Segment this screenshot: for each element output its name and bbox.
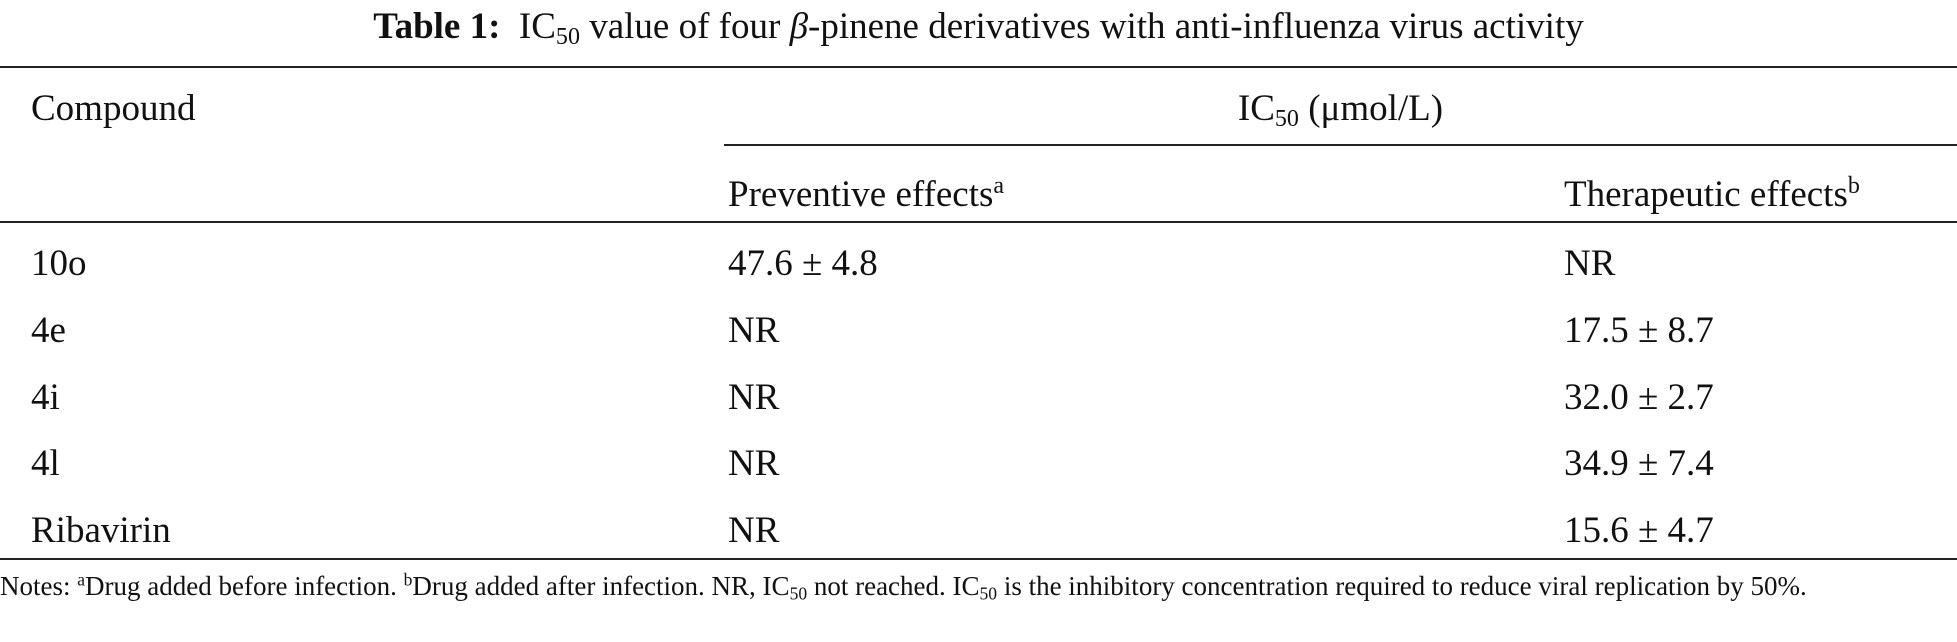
notes-text: not reached. IC [807,571,980,601]
notes-superscript: b [403,569,413,590]
value-cell: NR [728,510,780,552]
compound-cell: 4e [31,309,66,351]
header-text: IC [1237,88,1275,129]
header-rule [0,221,1957,223]
value-cell: NR [728,443,780,485]
header-superscript: a [993,172,1005,199]
header-subscript: 50 [1274,106,1299,132]
column-header: Preventive effectsa [728,172,1005,215]
title-subscript: 50 [555,24,580,50]
title-text: value of four [579,6,790,47]
title-text: -pinene derivatives with anti-influenza … [808,6,1584,47]
value-cell: NR [1564,243,1616,284]
notes-superscript: a [77,569,86,590]
group-header: IC50 (μmol/L) [728,88,1953,131]
compound-cell: 4l [31,443,60,485]
compound-cell: 10o [31,243,87,284]
header-text: Therapeutic effects [1564,174,1848,215]
group-rule [724,144,1957,146]
value-cell: NR [728,376,780,418]
notes-subscript: 50 [789,583,808,604]
title-text: IC [518,6,556,47]
compound-cell: 4i [31,376,60,418]
title-italic: β [789,6,808,47]
top-rule [0,66,1957,68]
bottom-rule [0,558,1957,560]
table-title: Table 1: IC50 value of four β-pinene der… [0,6,1957,49]
notes-text: Drug added before infection. [85,571,404,601]
notes-text: is the inhibitory concentration required… [997,571,1807,601]
value-cell: 47.6 ± 4.8 [728,243,878,284]
compound-cell: Ribavirin [31,510,171,552]
value-cell: 34.9 ± 7.4 [1564,443,1714,485]
value-cell: 15.6 ± 4.7 [1564,510,1714,552]
value-cell: 32.0 ± 2.7 [1564,376,1714,418]
header-text: (μmol/L) [1298,88,1444,129]
column-header: Therapeutic effectsb [1564,172,1860,215]
notes-subscript: 50 [979,583,998,604]
title-label: Table 1: [373,6,501,47]
value-cell: 17.5 ± 8.7 [1564,309,1714,351]
column-header: Compound [31,88,196,129]
header-text: Preventive effects [728,174,994,215]
notes-text: Drug added after infection. NR, IC [412,571,790,601]
table-notes: Notes: aDrug added before infection. bDr… [0,568,1957,604]
notes-text: Notes: [0,571,78,601]
header-superscript: b [1847,172,1860,199]
value-cell: NR [728,309,780,351]
